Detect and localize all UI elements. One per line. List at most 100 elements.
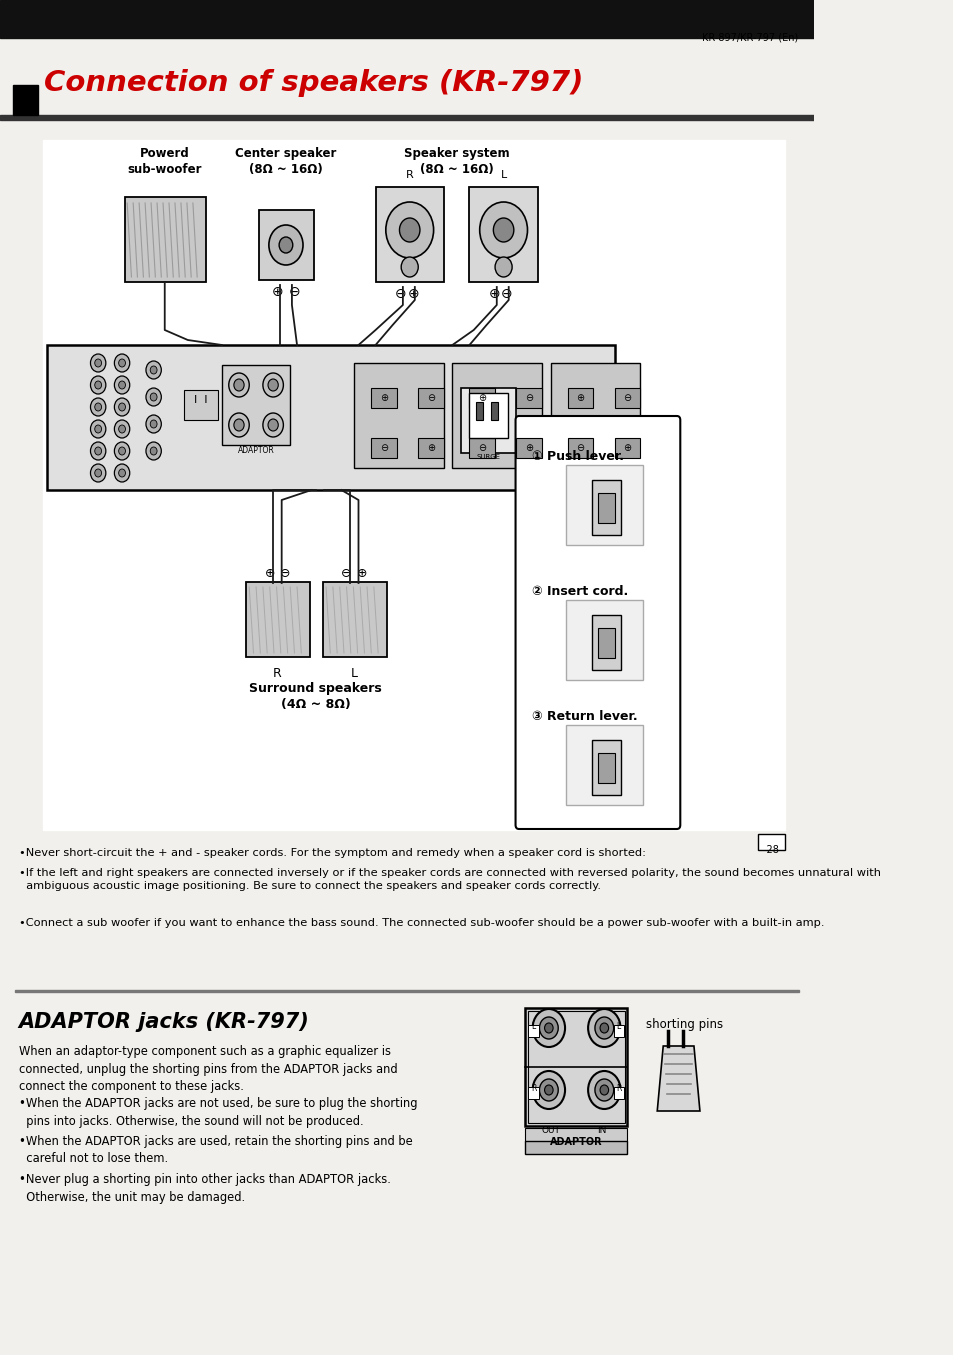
- Bar: [516, 388, 541, 408]
- Circle shape: [479, 202, 527, 257]
- Circle shape: [544, 1023, 553, 1033]
- Bar: [567, 388, 593, 408]
- Bar: [565, 465, 642, 545]
- Bar: [469, 438, 495, 458]
- Text: ⊖: ⊖: [622, 393, 631, 402]
- Circle shape: [233, 379, 244, 392]
- Bar: [417, 388, 443, 408]
- Bar: [15, 989, 798, 992]
- Text: ② Insert cord.: ② Insert cord.: [531, 585, 627, 598]
- Circle shape: [91, 375, 106, 394]
- Circle shape: [587, 1009, 619, 1047]
- Text: ⊖: ⊖: [341, 566, 352, 580]
- Bar: [125, 196, 206, 282]
- Bar: [371, 388, 396, 408]
- Text: ADAPTOR jacks (KR-797): ADAPTOR jacks (KR-797): [19, 1012, 309, 1033]
- Circle shape: [385, 202, 434, 257]
- Circle shape: [114, 463, 130, 482]
- Bar: [524, 1141, 627, 1154]
- Text: ⊖: ⊖: [477, 443, 486, 453]
- Circle shape: [146, 360, 161, 379]
- Bar: [246, 583, 310, 657]
- Circle shape: [114, 398, 130, 416]
- Circle shape: [94, 447, 101, 455]
- Text: Surround speakers
(4Ω ~ 8Ω): Surround speakers (4Ω ~ 8Ω): [249, 682, 382, 711]
- Bar: [613, 1087, 623, 1099]
- Text: •When the ADAPTOR jacks are not used, be sure to plug the shorting
  pins into j: •When the ADAPTOR jacks are not used, be…: [19, 1098, 416, 1127]
- Bar: [528, 1024, 538, 1037]
- Circle shape: [269, 225, 303, 266]
- Circle shape: [599, 1085, 608, 1095]
- Text: shorting pins: shorting pins: [645, 1018, 722, 1031]
- Text: R: R: [405, 169, 414, 180]
- Circle shape: [150, 420, 157, 428]
- Circle shape: [118, 469, 126, 477]
- Text: •If the left and right speakers are connected inversely or if the speaker cords : •If the left and right speakers are conn…: [19, 869, 880, 892]
- Text: ⊕: ⊕: [622, 443, 631, 453]
- Text: ⊖: ⊖: [500, 287, 513, 301]
- Text: ⊕: ⊕: [477, 393, 486, 402]
- Text: L: L: [351, 667, 357, 680]
- Text: IN: IN: [597, 1126, 606, 1135]
- Bar: [598, 493, 615, 523]
- Bar: [371, 438, 396, 458]
- Circle shape: [114, 442, 130, 459]
- Text: ⊕: ⊕: [272, 285, 283, 299]
- Circle shape: [599, 1023, 608, 1033]
- Circle shape: [532, 1070, 564, 1108]
- Text: ⊕: ⊕: [488, 287, 499, 301]
- Circle shape: [229, 373, 249, 397]
- Text: -28: -28: [763, 846, 779, 855]
- Text: Center speaker
(8Ω ~ 16Ω): Center speaker (8Ω ~ 16Ω): [235, 146, 336, 176]
- Text: ⊖: ⊖: [524, 393, 533, 402]
- Circle shape: [150, 393, 157, 401]
- Circle shape: [91, 398, 106, 416]
- Text: ⊖: ⊖: [427, 393, 435, 402]
- Circle shape: [538, 1079, 558, 1102]
- Circle shape: [263, 373, 283, 397]
- Bar: [476, 402, 482, 420]
- Text: When an adaptor-type component such as a graphic equalizer is
connected, unplug : When an adaptor-type component such as a…: [19, 1045, 397, 1093]
- Circle shape: [118, 425, 126, 434]
- Circle shape: [146, 388, 161, 406]
- Bar: [375, 187, 443, 282]
- Circle shape: [587, 1070, 619, 1108]
- Bar: [469, 187, 537, 282]
- Text: •Never plug a shorting pin into other jacks than ADAPTOR jacks.
  Otherwise, the: •Never plug a shorting pin into other ja…: [19, 1173, 390, 1203]
- Text: ⊕: ⊕: [576, 393, 584, 402]
- Circle shape: [401, 257, 417, 276]
- Text: Connection of speakers (KR-797): Connection of speakers (KR-797): [45, 69, 583, 98]
- Bar: [516, 438, 541, 458]
- Bar: [614, 438, 639, 458]
- Polygon shape: [657, 1046, 700, 1111]
- Bar: [528, 1087, 538, 1099]
- Text: ① Push lever.: ① Push lever.: [531, 450, 623, 463]
- Circle shape: [94, 402, 101, 411]
- Bar: [565, 600, 642, 680]
- Text: ⊕: ⊕: [524, 443, 533, 453]
- Bar: [460, 388, 516, 453]
- Text: ⊖: ⊖: [576, 443, 584, 453]
- Circle shape: [146, 415, 161, 434]
- Circle shape: [114, 375, 130, 394]
- Circle shape: [279, 237, 293, 253]
- Text: ⊕: ⊕: [356, 566, 367, 580]
- Text: •When the ADAPTOR jacks are used, retain the shorting pins and be
  careful not : •When the ADAPTOR jacks are used, retain…: [19, 1135, 412, 1165]
- Circle shape: [94, 469, 101, 477]
- Text: ⊕: ⊕: [264, 566, 274, 580]
- Circle shape: [268, 419, 278, 431]
- Circle shape: [544, 1085, 553, 1095]
- Bar: [598, 753, 615, 783]
- Bar: [417, 438, 443, 458]
- Text: KR-897/KR-797 (En): KR-897/KR-797 (En): [701, 33, 798, 42]
- Circle shape: [94, 381, 101, 389]
- Bar: [527, 1011, 624, 1123]
- Text: ⊕: ⊕: [379, 393, 388, 402]
- Circle shape: [532, 1009, 564, 1047]
- Bar: [591, 615, 620, 669]
- Text: ③ Return lever.: ③ Return lever.: [531, 710, 637, 724]
- Circle shape: [114, 354, 130, 373]
- Bar: [12, 85, 38, 115]
- Bar: [565, 725, 642, 805]
- Text: SURGE: SURGE: [476, 454, 499, 459]
